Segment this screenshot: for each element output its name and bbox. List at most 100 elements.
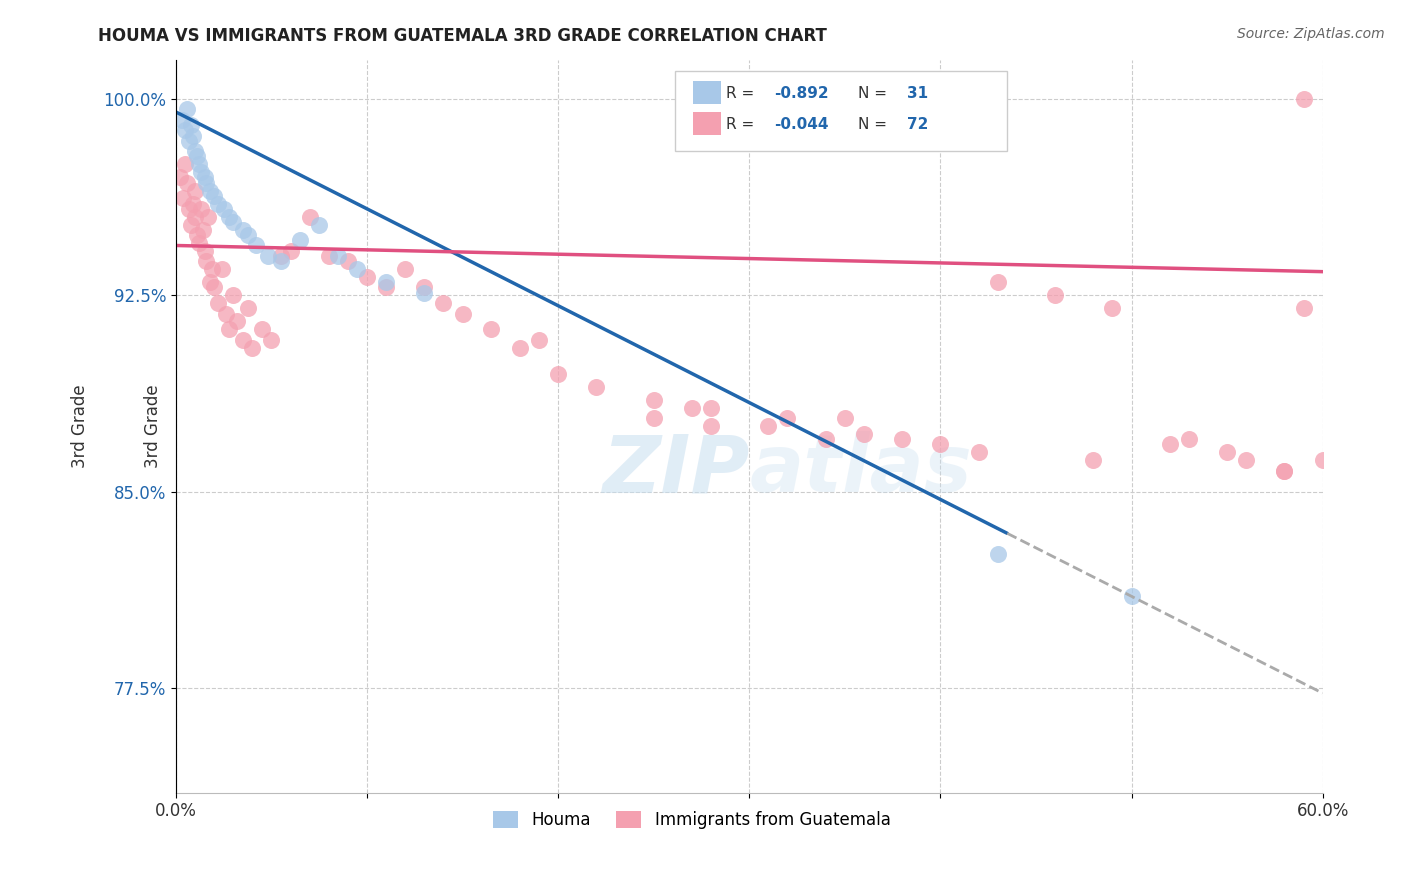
Point (1083, 453, 1105, 467)
Point (681, 401, 703, 415)
Point (184, 184, 207, 198)
Point (413, 280, 436, 294)
Point (212, 202, 235, 216)
Point (180, 118, 202, 132)
Point (187, 235, 209, 250)
Point (814, 432, 837, 446)
Point (1159, 437, 1181, 451)
Point (280, 244, 302, 258)
Text: -0.044: -0.044 (775, 117, 830, 132)
Point (413, 285, 436, 300)
Point (1043, 288, 1066, 302)
Text: ZIP: ZIP (602, 431, 749, 509)
Point (193, 244, 215, 258)
Point (169, 170, 191, 185)
Point (852, 427, 875, 442)
Point (375, 275, 398, 289)
Point (179, 134, 201, 148)
Point (202, 188, 225, 202)
Point (211, 262, 233, 277)
Point (232, 333, 254, 347)
Point (298, 210, 321, 224)
Text: N =: N = (858, 86, 891, 101)
Point (509, 341, 531, 355)
Point (1234, 453, 1257, 467)
Point (174, 123, 197, 137)
Point (250, 322, 273, 336)
Point (356, 269, 378, 284)
Point (834, 411, 856, 425)
Point (700, 401, 723, 415)
Point (967, 445, 990, 459)
Point (240, 341, 263, 355)
Point (174, 157, 197, 171)
Text: Source: ZipAtlas.com: Source: ZipAtlas.com (1237, 27, 1385, 41)
Point (643, 392, 665, 407)
Point (1121, 589, 1143, 603)
Point (700, 419, 723, 434)
Point (643, 411, 665, 425)
Text: -0.892: -0.892 (775, 86, 830, 101)
Point (776, 411, 799, 425)
Y-axis label: 3rd Grade: 3rd Grade (72, 384, 89, 468)
Point (187, 157, 209, 171)
Point (200, 275, 222, 289)
Point (336, 254, 359, 268)
Y-axis label: 3rd Grade: 3rd Grade (143, 384, 162, 468)
Text: R =: R = (727, 86, 759, 101)
Point (987, 275, 1010, 289)
Point (270, 249, 292, 263)
Text: R =: R = (727, 117, 759, 132)
Point (756, 419, 779, 434)
Point (929, 437, 952, 451)
Point (202, 280, 225, 294)
Point (891, 432, 914, 446)
Point (222, 288, 245, 302)
Point (186, 227, 208, 242)
Point (346, 262, 368, 277)
Point (1216, 445, 1239, 459)
Point (190, 202, 212, 216)
FancyBboxPatch shape (693, 112, 720, 135)
Point (207, 196, 229, 211)
Point (176, 176, 198, 190)
Point (1274, 464, 1296, 478)
Text: atlas: atlas (749, 431, 972, 509)
Point (308, 218, 330, 232)
Point (245, 238, 267, 252)
Point (270, 254, 292, 268)
Point (260, 333, 283, 347)
Point (184, 210, 207, 224)
Legend: Houma, Immigrants from Guatemala: Houma, Immigrants from Guatemala (486, 804, 897, 836)
Point (195, 254, 218, 268)
Point (195, 176, 218, 190)
Point (238, 227, 260, 242)
FancyBboxPatch shape (693, 81, 720, 104)
Point (201, 262, 224, 277)
Point (375, 280, 398, 294)
Point (432, 296, 454, 310)
Point (328, 249, 350, 263)
Point (184, 145, 207, 159)
Point (479, 322, 502, 336)
Point (256, 249, 278, 263)
Point (394, 262, 416, 277)
Point (191, 223, 214, 237)
Text: N =: N = (858, 117, 891, 132)
Text: 72: 72 (907, 117, 929, 132)
Point (1101, 301, 1123, 316)
Point (1312, 453, 1334, 467)
Point (176, 103, 198, 117)
Point (1274, 464, 1296, 478)
Point (181, 196, 204, 211)
Point (1292, 301, 1315, 316)
Text: 31: 31 (907, 86, 928, 101)
Point (218, 210, 240, 224)
Point (190, 165, 212, 179)
Point (226, 314, 249, 328)
Point (179, 202, 201, 216)
Point (238, 301, 260, 316)
Point (193, 170, 215, 185)
Point (186, 149, 208, 163)
Point (318, 249, 340, 263)
